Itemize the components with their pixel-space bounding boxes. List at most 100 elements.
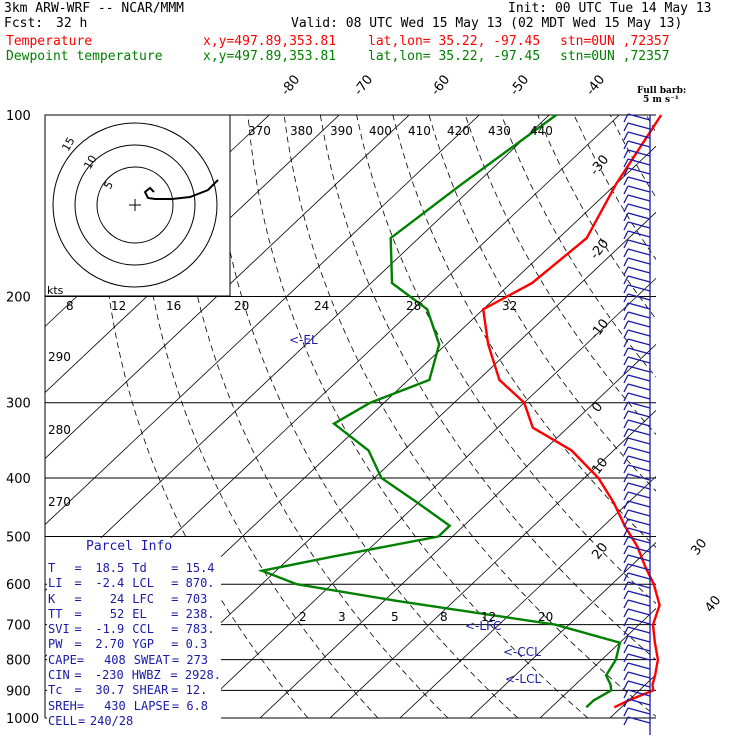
isotherm-label: -70 xyxy=(351,72,376,98)
hodograph-ring xyxy=(96,166,174,244)
isotherm-label: -20 xyxy=(587,236,612,262)
wind-barb-flag xyxy=(623,131,629,141)
parcel-row: TT = 52 EL = 238. xyxy=(48,607,221,622)
wind-barb-flag xyxy=(623,563,629,573)
equals-sign: = xyxy=(74,591,82,606)
wind-barb-flag xyxy=(623,122,629,132)
isotherm-label: -80 xyxy=(278,72,303,98)
isotherm-label: -60 xyxy=(428,72,453,98)
parcel-key: LI xyxy=(48,576,63,591)
wind-barb-flag xyxy=(623,644,629,654)
wind-barb xyxy=(627,590,651,598)
isotherm xyxy=(259,343,656,718)
equals-sign: = xyxy=(78,713,86,728)
hodograph-speed-label: 8 xyxy=(66,299,74,313)
equals-sign: = xyxy=(171,591,186,606)
wind-barb-flag xyxy=(623,482,629,492)
wind-barb xyxy=(627,689,651,697)
parcel-key: Tc xyxy=(48,683,63,698)
wind-barb xyxy=(627,662,651,670)
wind-barb-flag xyxy=(623,401,629,411)
theta-label: 400 xyxy=(369,124,392,138)
wind-barb xyxy=(627,482,651,490)
isotherm-label: 10 xyxy=(589,455,611,477)
parcel-info-title: Parcel Info xyxy=(86,539,173,554)
hodograph-trace xyxy=(143,179,219,200)
wind-barb xyxy=(627,302,651,310)
isotherm-label: 0 xyxy=(589,400,606,416)
parcel-value: 12. xyxy=(185,683,208,698)
wind-barb xyxy=(627,716,651,724)
dewpoint-legend: Dewpoint temperature xyxy=(6,49,163,64)
wind-barb-flag xyxy=(623,140,629,150)
parcel-key: CAPE xyxy=(48,652,77,667)
wind-barb-flag xyxy=(623,653,629,663)
parcel-row: Tc = 30.7 SHEAR = 12. xyxy=(48,683,221,698)
wind-barb-flag xyxy=(623,149,629,159)
parcel-value: 870. xyxy=(185,576,215,591)
isotherm-label: 40 xyxy=(702,593,724,615)
pressure-label: 800 xyxy=(6,654,31,669)
parcel-value: 240/28 xyxy=(89,713,134,728)
equals-sign: = xyxy=(171,683,186,698)
wind-barb xyxy=(627,473,651,481)
wind-barb-flag xyxy=(623,572,629,582)
equals-sign: = xyxy=(74,683,82,698)
parcel-value: 703 xyxy=(185,591,208,606)
wind-barb xyxy=(627,518,651,526)
pressure-label: 400 xyxy=(6,472,31,487)
hodograph-speed-label: 20 xyxy=(234,299,249,313)
parcel-row: SVI = -1.9 CCL = 783. xyxy=(48,622,221,637)
wind-barb xyxy=(627,527,651,535)
parcel-value: 783. xyxy=(185,622,215,637)
parcel-row: K = 24 LFC = 703 xyxy=(48,592,221,607)
isotherm xyxy=(45,115,340,394)
wind-barb-flag xyxy=(623,689,629,699)
parcel-value: 238. xyxy=(185,606,215,621)
equals-sign: = xyxy=(171,622,186,637)
parcel-value: 408 xyxy=(104,652,126,667)
hodograph-speed-label: 24 xyxy=(314,299,329,313)
wind-barb-flag xyxy=(623,293,629,303)
temperature-legend: Temperature xyxy=(6,34,93,49)
forecast-label: Fcst: xyxy=(4,16,44,31)
parcel-value: 18.5 xyxy=(95,561,125,575)
parcel-row: CAPE = 408 SWEAT = 273 xyxy=(48,653,221,668)
wind-barb xyxy=(627,545,651,553)
parcel-panel-bg xyxy=(47,538,221,730)
wind-barb-flag xyxy=(623,374,629,384)
theta-label: 430 xyxy=(488,124,511,138)
pressure-label: 500 xyxy=(6,530,31,545)
equals-sign: = xyxy=(171,576,186,591)
mixing-ratio-label: 12 xyxy=(481,610,496,624)
hodograph-ring xyxy=(52,122,218,288)
parcel-value: 6.8 xyxy=(186,698,209,713)
dry-adiabat-label: 270 xyxy=(48,495,71,509)
wind-barb xyxy=(627,131,651,139)
parcel-key: LAPSE xyxy=(133,698,170,713)
pressure-label: 900 xyxy=(6,684,31,699)
theta-label: 420 xyxy=(447,124,470,138)
wind-barb-flag xyxy=(623,473,629,483)
wind-barb-flag xyxy=(623,455,629,465)
wind-barb xyxy=(627,284,651,292)
model-title: 3km ARW-WRF -- NCAR/MMM xyxy=(4,1,185,16)
wind-barb xyxy=(627,122,651,130)
wind-barb xyxy=(627,212,651,220)
wind-barb-flag xyxy=(623,554,629,564)
dry-adiabat xyxy=(356,115,656,605)
parcel-key: CCL xyxy=(132,622,154,637)
wind-barb xyxy=(627,239,651,247)
wind-barb xyxy=(627,455,651,463)
equals-sign: = xyxy=(74,637,82,652)
mixing-ratio-label: 8 xyxy=(440,610,448,624)
wind-barb-flag xyxy=(623,329,629,339)
wind-barb-flag xyxy=(623,239,629,249)
hodograph-ring xyxy=(74,144,196,266)
forecast-hour: 32 h xyxy=(56,16,88,31)
wind-barb-flag xyxy=(623,203,629,213)
dry-adiabat xyxy=(319,115,656,661)
wind-barb xyxy=(627,167,651,175)
